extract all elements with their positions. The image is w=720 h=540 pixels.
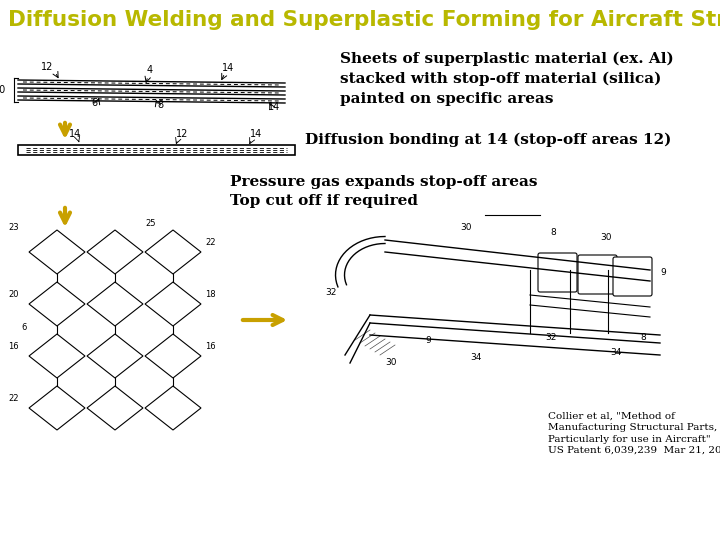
Text: 12: 12: [41, 62, 53, 72]
Text: 8: 8: [550, 228, 556, 237]
Text: Sheets of superplastic material (ex. Al)
stacked with stop-off material (silica): Sheets of superplastic material (ex. Al)…: [340, 52, 674, 106]
Text: 22: 22: [9, 394, 19, 403]
Text: 12: 12: [176, 129, 188, 139]
Text: 4: 4: [147, 65, 153, 75]
Text: 9: 9: [660, 268, 666, 277]
Text: 18: 18: [205, 291, 215, 299]
Text: 6: 6: [22, 323, 27, 332]
FancyBboxPatch shape: [538, 253, 577, 292]
Text: 14: 14: [250, 129, 262, 139]
Text: 14: 14: [268, 102, 280, 112]
Polygon shape: [87, 334, 143, 378]
Polygon shape: [87, 386, 143, 430]
Polygon shape: [29, 230, 85, 274]
FancyBboxPatch shape: [613, 257, 652, 296]
Polygon shape: [145, 282, 201, 326]
Text: 25: 25: [145, 219, 156, 228]
Text: Diffusion Welding and Superplastic Forming for Aircraft Structure: Diffusion Welding and Superplastic Formi…: [8, 10, 720, 30]
Polygon shape: [145, 334, 201, 378]
Text: 23: 23: [9, 223, 19, 232]
Text: 22: 22: [205, 238, 215, 247]
Text: 20: 20: [9, 291, 19, 299]
Text: 30: 30: [600, 233, 611, 242]
Text: 14: 14: [222, 63, 234, 73]
Polygon shape: [145, 230, 201, 274]
Text: 32: 32: [545, 333, 557, 342]
Text: 16: 16: [9, 342, 19, 352]
Polygon shape: [87, 282, 143, 326]
Polygon shape: [29, 282, 85, 326]
Text: 30: 30: [385, 358, 397, 367]
Text: 10: 10: [0, 85, 6, 95]
Text: 8: 8: [640, 333, 646, 342]
Text: 8: 8: [157, 100, 163, 110]
Text: 14: 14: [69, 129, 81, 139]
Text: 16: 16: [205, 342, 215, 352]
Text: Pressure gas expands stop-off areas
Top cut off if required: Pressure gas expands stop-off areas Top …: [230, 175, 538, 208]
Text: 9: 9: [425, 336, 431, 345]
Polygon shape: [87, 230, 143, 274]
Text: Diffusion bonding at 14 (stop-off areas 12): Diffusion bonding at 14 (stop-off areas …: [305, 133, 671, 147]
Text: 34: 34: [610, 348, 621, 357]
FancyBboxPatch shape: [578, 255, 617, 294]
FancyBboxPatch shape: [18, 145, 295, 155]
Text: Collier et al, "Method of
Manufacturing Structural Parts,
Particularly for use i: Collier et al, "Method of Manufacturing …: [548, 411, 720, 455]
Text: 6: 6: [91, 98, 97, 108]
Polygon shape: [145, 386, 201, 430]
Polygon shape: [29, 334, 85, 378]
Text: 30: 30: [460, 223, 472, 232]
Polygon shape: [29, 386, 85, 430]
Text: 32: 32: [325, 288, 336, 297]
Text: 34: 34: [470, 353, 482, 362]
